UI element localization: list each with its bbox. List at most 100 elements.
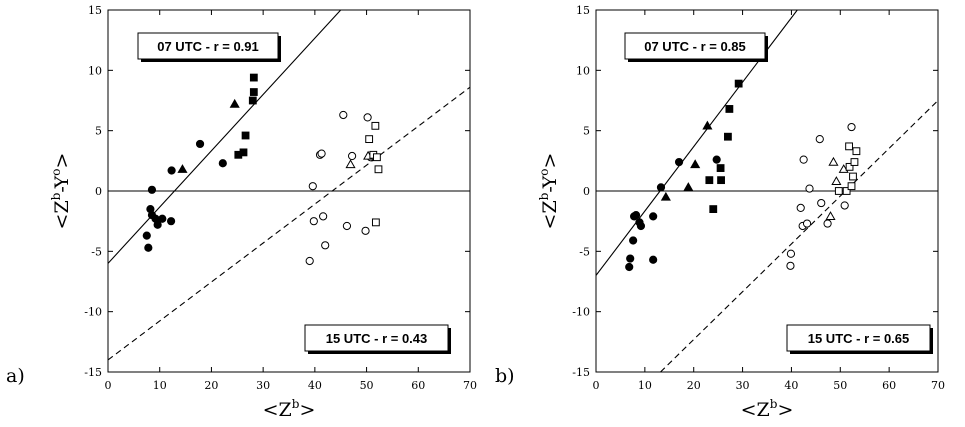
point-circle-filled (144, 243, 153, 252)
point-circle-open (817, 198, 826, 208)
y-tick-label: -15 (572, 366, 590, 379)
point-circle-open (823, 219, 832, 228)
x-tick-label: 20 (204, 379, 218, 392)
point-square-open (852, 147, 861, 156)
x-tick-label: 40 (784, 379, 798, 392)
point-square-filled (734, 79, 743, 88)
point-square-open (845, 162, 854, 171)
y-tick-label: 15 (576, 4, 590, 17)
point-circle-filled (626, 254, 635, 263)
point-circle-open (308, 182, 317, 191)
annotation-15utc: 15 UTC - r = 0.65 (808, 331, 910, 346)
y-tick-label: -5 (91, 245, 102, 258)
x-tick-label: 60 (411, 379, 425, 392)
x-axis-title: <Zb> (263, 397, 316, 421)
point-circle-filled (629, 236, 638, 245)
point-triangle-filled (683, 182, 694, 192)
annotation-07utc: 07 UTC - r = 0.85 (644, 39, 746, 54)
annotation-15utc: 15 UTC - r = 0.43 (326, 331, 428, 346)
x-tick-label: 10 (638, 379, 652, 392)
point-circle-filled (625, 262, 634, 272)
x-tick-label: 0 (105, 379, 112, 392)
point-circle-filled (158, 214, 167, 223)
point-triangle-open (345, 159, 356, 169)
point-triangle-filled (702, 120, 713, 130)
fit-line-15utc (108, 86, 470, 361)
x-tick-label: 50 (360, 379, 374, 392)
point-circle-open (802, 219, 812, 228)
x-tick-label: 10 (153, 379, 167, 392)
point-square-filled (717, 176, 725, 185)
fit-line-07utc (108, 10, 342, 264)
point-square-filled (248, 96, 257, 105)
point-square-filled (716, 164, 725, 172)
x-tick-label: 20 (687, 379, 701, 392)
x-tick-label: 40 (308, 379, 322, 392)
point-circle-filled (218, 159, 227, 168)
point-square-filled (724, 132, 732, 141)
panel-b: 0 10 20 30 40 50 60 70 -15 -10 -5 0 5 10 15 07 UTC - r … (495, 4, 945, 421)
point-square-filled (725, 105, 734, 113)
point-circle-filled (712, 155, 721, 164)
annotation-box (137, 32, 279, 60)
point-circle-filled (167, 166, 176, 175)
point-square-open (850, 158, 859, 166)
point-triangle-open (825, 211, 836, 220)
y-axis-title: <Zb-Yo> (49, 153, 73, 230)
point-triangle-filled (177, 164, 188, 173)
annotation-box (624, 32, 766, 60)
point-circle-open (317, 149, 326, 158)
y-tick-label: -10 (84, 306, 102, 319)
y-axis-title: <Zb-Yo> (537, 153, 561, 230)
x-tick-label: 30 (256, 379, 270, 392)
point-square-open (365, 135, 374, 144)
point-circle-open (840, 201, 849, 210)
y-tick-label: -5 (579, 245, 590, 258)
point-triangle-filled (690, 159, 701, 169)
x-tick-label: 70 (463, 379, 477, 392)
point-square-filled (239, 148, 248, 157)
point-circle-open (796, 203, 805, 212)
point-square-open (373, 153, 381, 162)
point-circle-open (815, 135, 824, 144)
fit-line-15utc (660, 100, 938, 372)
point-circle-open (309, 217, 318, 226)
point-circle-filled (153, 220, 162, 229)
point-square-open (849, 172, 857, 181)
y-tick-label: 10 (576, 64, 590, 77)
panel-label: a) (6, 365, 25, 387)
y-tick-label: 0 (583, 185, 590, 198)
y-tick-label: -15 (84, 366, 102, 379)
point-square-filled (249, 73, 258, 82)
point-circle-open (361, 226, 370, 235)
point-square-open (845, 142, 853, 151)
x-tick-label: 50 (833, 379, 847, 392)
y-tick-label: 5 (583, 125, 590, 138)
point-circle-open (319, 212, 328, 221)
point-circle-open (339, 110, 348, 120)
point-circle-open (305, 256, 314, 266)
point-circle-open (321, 241, 330, 250)
x-tick-label: 0 (593, 379, 600, 392)
y-tick-label: 10 (88, 64, 102, 77)
point-square-filled (705, 176, 714, 185)
point-circle-filled (636, 221, 646, 231)
point-circle-filled (656, 183, 666, 192)
point-circle-filled (649, 255, 658, 264)
y-tick-label: 5 (95, 125, 102, 138)
point-circle-open (363, 113, 372, 122)
point-triangle-open (831, 176, 842, 185)
point-square-open (371, 121, 380, 130)
annotation-box (786, 324, 931, 352)
panel-a: 0 10 20 30 40 50 60 70 -15 -10 -5 0 5 10 15 07 UTC - r … (6, 4, 477, 421)
point-square-filled (241, 131, 250, 140)
point-circle-open (786, 261, 795, 270)
point-circle-open (786, 249, 796, 258)
point-circle-filled (195, 139, 205, 149)
annotation-07utc: 07 UTC - r = 0.91 (157, 39, 259, 54)
point-square-open (847, 182, 856, 191)
point-circle-filled (649, 212, 658, 221)
point-triangle-open (828, 156, 839, 166)
point-circle-filled (166, 217, 176, 226)
